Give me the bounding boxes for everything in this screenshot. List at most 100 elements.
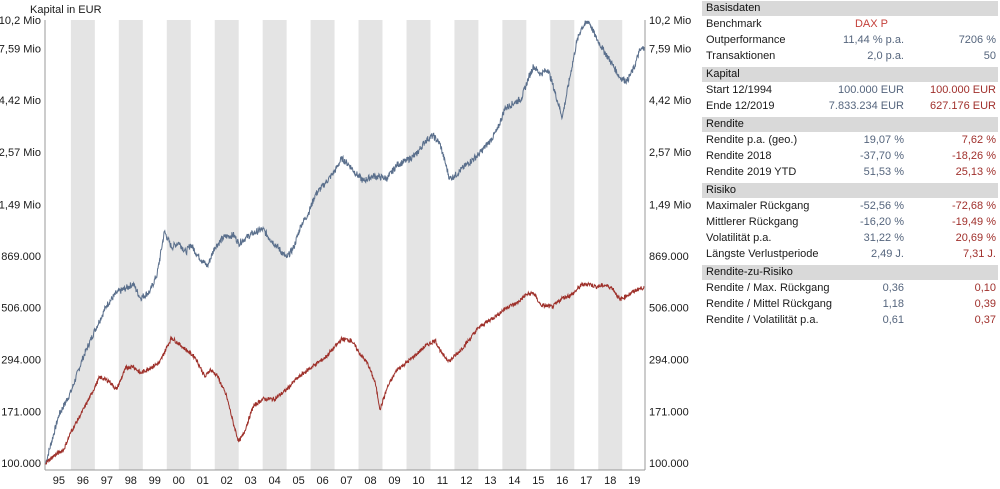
stat-value-portfolio: 0,36 — [882, 282, 904, 294]
x-tick-label: 95 — [53, 475, 65, 487]
x-tick-label: 03 — [245, 475, 257, 487]
stat-row: Längste Verlustperiode 2,49 J. 7,31 J. — [702, 246, 998, 262]
y-tick-right: 506.000 — [649, 303, 689, 315]
year-band-1996 — [70, 20, 95, 470]
stat-row: Mittlerer Rückgang -16,20 % -19,49 % — [702, 214, 998, 230]
stat-label: Maximaler Rückgang — [706, 200, 810, 212]
y-tick-right: 100.000 — [649, 458, 689, 470]
x-tick-label: 96 — [77, 475, 89, 487]
stat-label: Rendite 2019 YTD — [706, 166, 797, 178]
stat-label: Volatilität p.a. — [706, 232, 772, 244]
y-tick-left: 2,57 Mio — [0, 147, 41, 159]
stat-value-portfolio: 11,44 % p.a. — [843, 34, 904, 46]
stat-value-benchmark: 50 — [983, 50, 996, 62]
y-tick-left: 506.000 — [1, 303, 41, 315]
stat-label: Transaktionen — [706, 50, 776, 62]
stat-row: Rendite / Max. Rückgang 0,36 0,10 — [702, 280, 998, 296]
y-tick-right: 294.000 — [649, 355, 689, 367]
y-tick-right: 869.000 — [649, 251, 689, 263]
stat-label: Rendite / Volatilität p.a. — [706, 314, 819, 326]
y-tick-left: 869.000 — [1, 251, 41, 263]
x-tick-label: 16 — [556, 475, 568, 487]
year-band-2000 — [166, 20, 191, 470]
series-line-portfolio — [45, 20, 645, 464]
series-lines — [45, 20, 645, 466]
capital-chart: Kapital in EUR 100.000 171.000 294.000 506.… — [0, 4, 691, 487]
stat-row: Transaktionen 2,0 p.a. 50 — [702, 48, 998, 64]
stat-value-portfolio: -16,20 % — [859, 216, 904, 228]
stat-value-portfolio: -52,56 % — [859, 200, 904, 212]
section-header: Rendite-zu-Risiko — [702, 265, 998, 280]
section-header: Basisdaten — [702, 1, 998, 16]
stat-row: Volatilität p.a. 31,22 % 20,69 % — [702, 230, 998, 246]
x-tick-label: 15 — [532, 475, 544, 487]
stat-value-portfolio: 31,22 % — [863, 232, 904, 244]
section-header: Kapital — [702, 67, 998, 82]
stat-row: Rendite / Volatilität p.a. 0,61 0,37 — [702, 312, 998, 328]
x-tick-label: 11 — [437, 475, 448, 487]
year-band-2014 — [502, 20, 527, 470]
stat-row: Benchmark DAX P — [702, 16, 998, 32]
stat-value-portfolio: 51,53 % — [863, 166, 904, 178]
stat-label: Rendite / Mittel Rückgang — [706, 298, 832, 310]
year-band-2002 — [214, 20, 239, 470]
stat-value-benchmark: -18,26 % — [951, 150, 996, 162]
x-tick-label: 17 — [580, 475, 592, 487]
x-tick-label: 04 — [269, 475, 281, 487]
x-tick-label: 19 — [628, 475, 640, 487]
section-header: Rendite — [702, 117, 998, 132]
x-tick-label: 01 — [197, 475, 209, 487]
stat-value-portfolio: -37,70 % — [859, 150, 904, 162]
stat-label: Längste Verlustperiode — [706, 248, 819, 260]
year-band-1998 — [118, 20, 143, 470]
y-tick-right: 1,49 Mio — [649, 199, 691, 211]
x-tick-label: 00 — [173, 475, 185, 487]
y-tick-right: 10,2 Mio — [649, 15, 691, 27]
x-tick-label: 13 — [484, 475, 496, 487]
year-band-2018 — [598, 20, 623, 470]
stat-value-portfolio: 2,0 p.a. — [867, 50, 904, 62]
x-tick-label: 10 — [412, 475, 424, 487]
stat-value-portfolio: 2,49 J. — [870, 248, 904, 260]
statistics-panel: Basisdaten Benchmark DAX P Outperformance 11… — [702, 1, 998, 328]
y-tick-left: 294.000 — [1, 355, 41, 367]
year-band-2010 — [406, 20, 431, 470]
series-line-benchmark — [45, 281, 645, 466]
stat-label: Mittlerer Rückgang — [706, 216, 799, 228]
y-tick-left: 7,59 Mio — [0, 43, 41, 55]
stat-value-benchmark: 25,13 % — [955, 166, 996, 178]
y-tick-right: 2,57 Mio — [649, 147, 691, 159]
x-tick-label: 02 — [221, 475, 233, 487]
x-axis: 95 96 97 98 99 00 01 02 03 04 05 06 07 08 09 10 11 12 13 14… — [53, 475, 641, 487]
year-band-2016 — [550, 20, 575, 470]
year-bands — [70, 20, 623, 470]
stat-label: Rendite / Max. Rückgang — [706, 282, 830, 294]
stat-row: Start 12/1994 100.000 EUR 100.000 EUR — [702, 82, 998, 98]
x-tick-label: 05 — [292, 475, 304, 487]
stat-value-benchmark: -19,49 % — [951, 216, 996, 228]
stat-row: Rendite p.a. (geo.) 19,07 % 7,62 % — [702, 132, 998, 148]
y-tick-left: 171.000 — [1, 407, 41, 419]
stat-value-portfolio: 1,18 — [882, 298, 904, 310]
y-tick-left: 10,2 Mio — [0, 15, 41, 27]
y-tick-right: 171.000 — [649, 407, 689, 419]
stat-value-benchmark: 7,62 % — [961, 134, 996, 146]
x-tick-label: 14 — [508, 475, 520, 487]
x-tick-label: 09 — [388, 475, 400, 487]
stat-row: Rendite / Mittel Rückgang 1,18 0,39 — [702, 296, 998, 312]
x-tick-label: 06 — [316, 475, 328, 487]
stat-label: Start 12/1994 — [706, 84, 773, 96]
year-band-2006 — [310, 20, 335, 470]
stat-value-benchmark: -72,68 % — [951, 200, 996, 212]
stat-value-portfolio: 19,07 % — [863, 134, 904, 146]
stat-label: Rendite 2018 — [706, 150, 772, 162]
y-tick-right: 7,59 Mio — [649, 43, 691, 55]
x-tick-label: 97 — [101, 475, 113, 487]
stat-value-benchmark: 100.000 EUR — [929, 84, 996, 96]
stat-row: Rendite 2019 YTD 51,53 % 25,13 % — [702, 164, 998, 180]
stat-value-portfolio: DAX P — [854, 18, 888, 30]
stat-row: Outperformance 11,44 % p.a. 7206 % — [702, 32, 998, 48]
stat-value-benchmark: 7,31 J. — [962, 248, 996, 260]
x-tick-label: 18 — [604, 475, 616, 487]
y-tick-left: 4,42 Mio — [0, 95, 41, 107]
